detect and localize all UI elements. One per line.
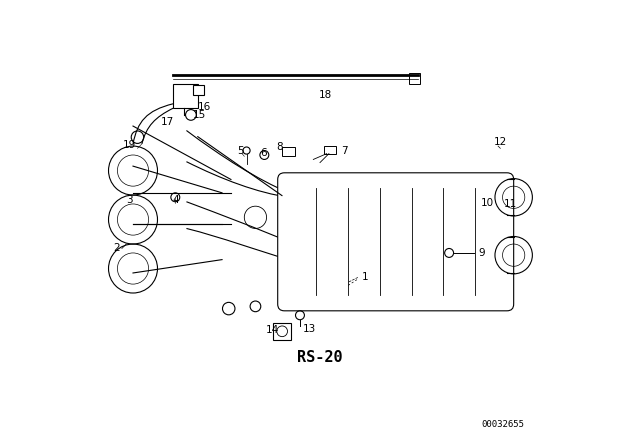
FancyBboxPatch shape <box>273 323 291 340</box>
FancyBboxPatch shape <box>324 146 335 154</box>
FancyBboxPatch shape <box>409 73 420 84</box>
Text: 18: 18 <box>319 90 332 100</box>
Text: RS-20: RS-20 <box>297 350 343 365</box>
Text: 14: 14 <box>266 325 279 335</box>
Text: 10: 10 <box>481 198 493 207</box>
Text: 11: 11 <box>504 199 516 209</box>
Text: 5: 5 <box>237 146 244 155</box>
Text: 6: 6 <box>260 148 268 158</box>
Text: 15: 15 <box>193 110 206 121</box>
Text: 8: 8 <box>276 142 284 152</box>
FancyBboxPatch shape <box>282 147 294 156</box>
Text: 7: 7 <box>341 146 348 155</box>
Text: 17: 17 <box>161 117 174 128</box>
Text: 16: 16 <box>198 102 211 112</box>
Text: 1: 1 <box>362 272 369 282</box>
Text: 2: 2 <box>113 243 120 254</box>
Text: 12: 12 <box>493 137 507 146</box>
Text: 13: 13 <box>303 323 316 334</box>
Text: 9: 9 <box>478 248 484 258</box>
Text: 4: 4 <box>172 194 179 205</box>
FancyBboxPatch shape <box>173 84 198 108</box>
Text: 19: 19 <box>123 140 136 150</box>
FancyBboxPatch shape <box>278 173 514 311</box>
Text: 00032655: 00032655 <box>482 420 525 429</box>
Text: 3: 3 <box>126 194 132 205</box>
FancyBboxPatch shape <box>193 85 204 95</box>
